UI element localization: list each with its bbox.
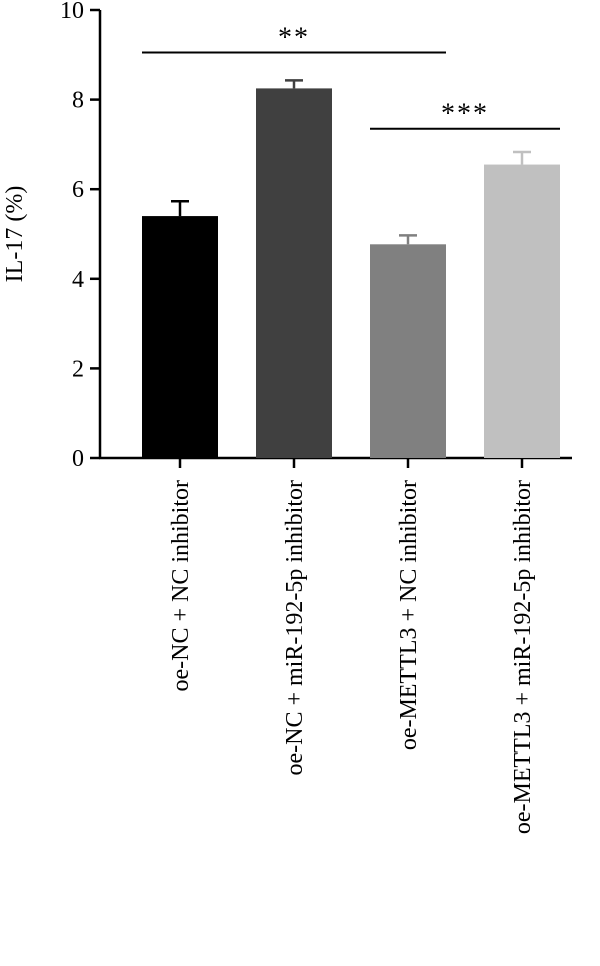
y-tick-label: 0	[72, 446, 84, 472]
significance-label: ***	[441, 99, 489, 130]
x-tick-label: oe-NC + NC inhibitor	[168, 480, 194, 692]
bar	[256, 88, 332, 459]
y-tick-label: 4	[72, 267, 84, 293]
significance-label: **	[278, 23, 310, 54]
bar	[370, 244, 446, 458]
y-tick-label: 6	[72, 177, 84, 203]
x-tick-label: oe-METTL3 + NC inhibitor	[396, 480, 422, 750]
bar	[484, 164, 560, 458]
y-tick-label: 8	[72, 88, 84, 114]
plot-area: 0 2 4 6 8 10 oe-NC + NC inhibitor oe-NC + miR-1…	[60, 0, 572, 834]
y-tick-label: 10	[60, 0, 84, 24]
y-axis-label: IL-17 (%)	[2, 186, 28, 283]
y-tick-label: 2	[72, 356, 84, 382]
x-tick-label: oe-METTL3 + miR-192-5p inhibitor	[510, 480, 536, 834]
bar	[142, 216, 218, 458]
x-tick-label: oe-NC + miR-192-5p inhibitor	[282, 480, 308, 776]
